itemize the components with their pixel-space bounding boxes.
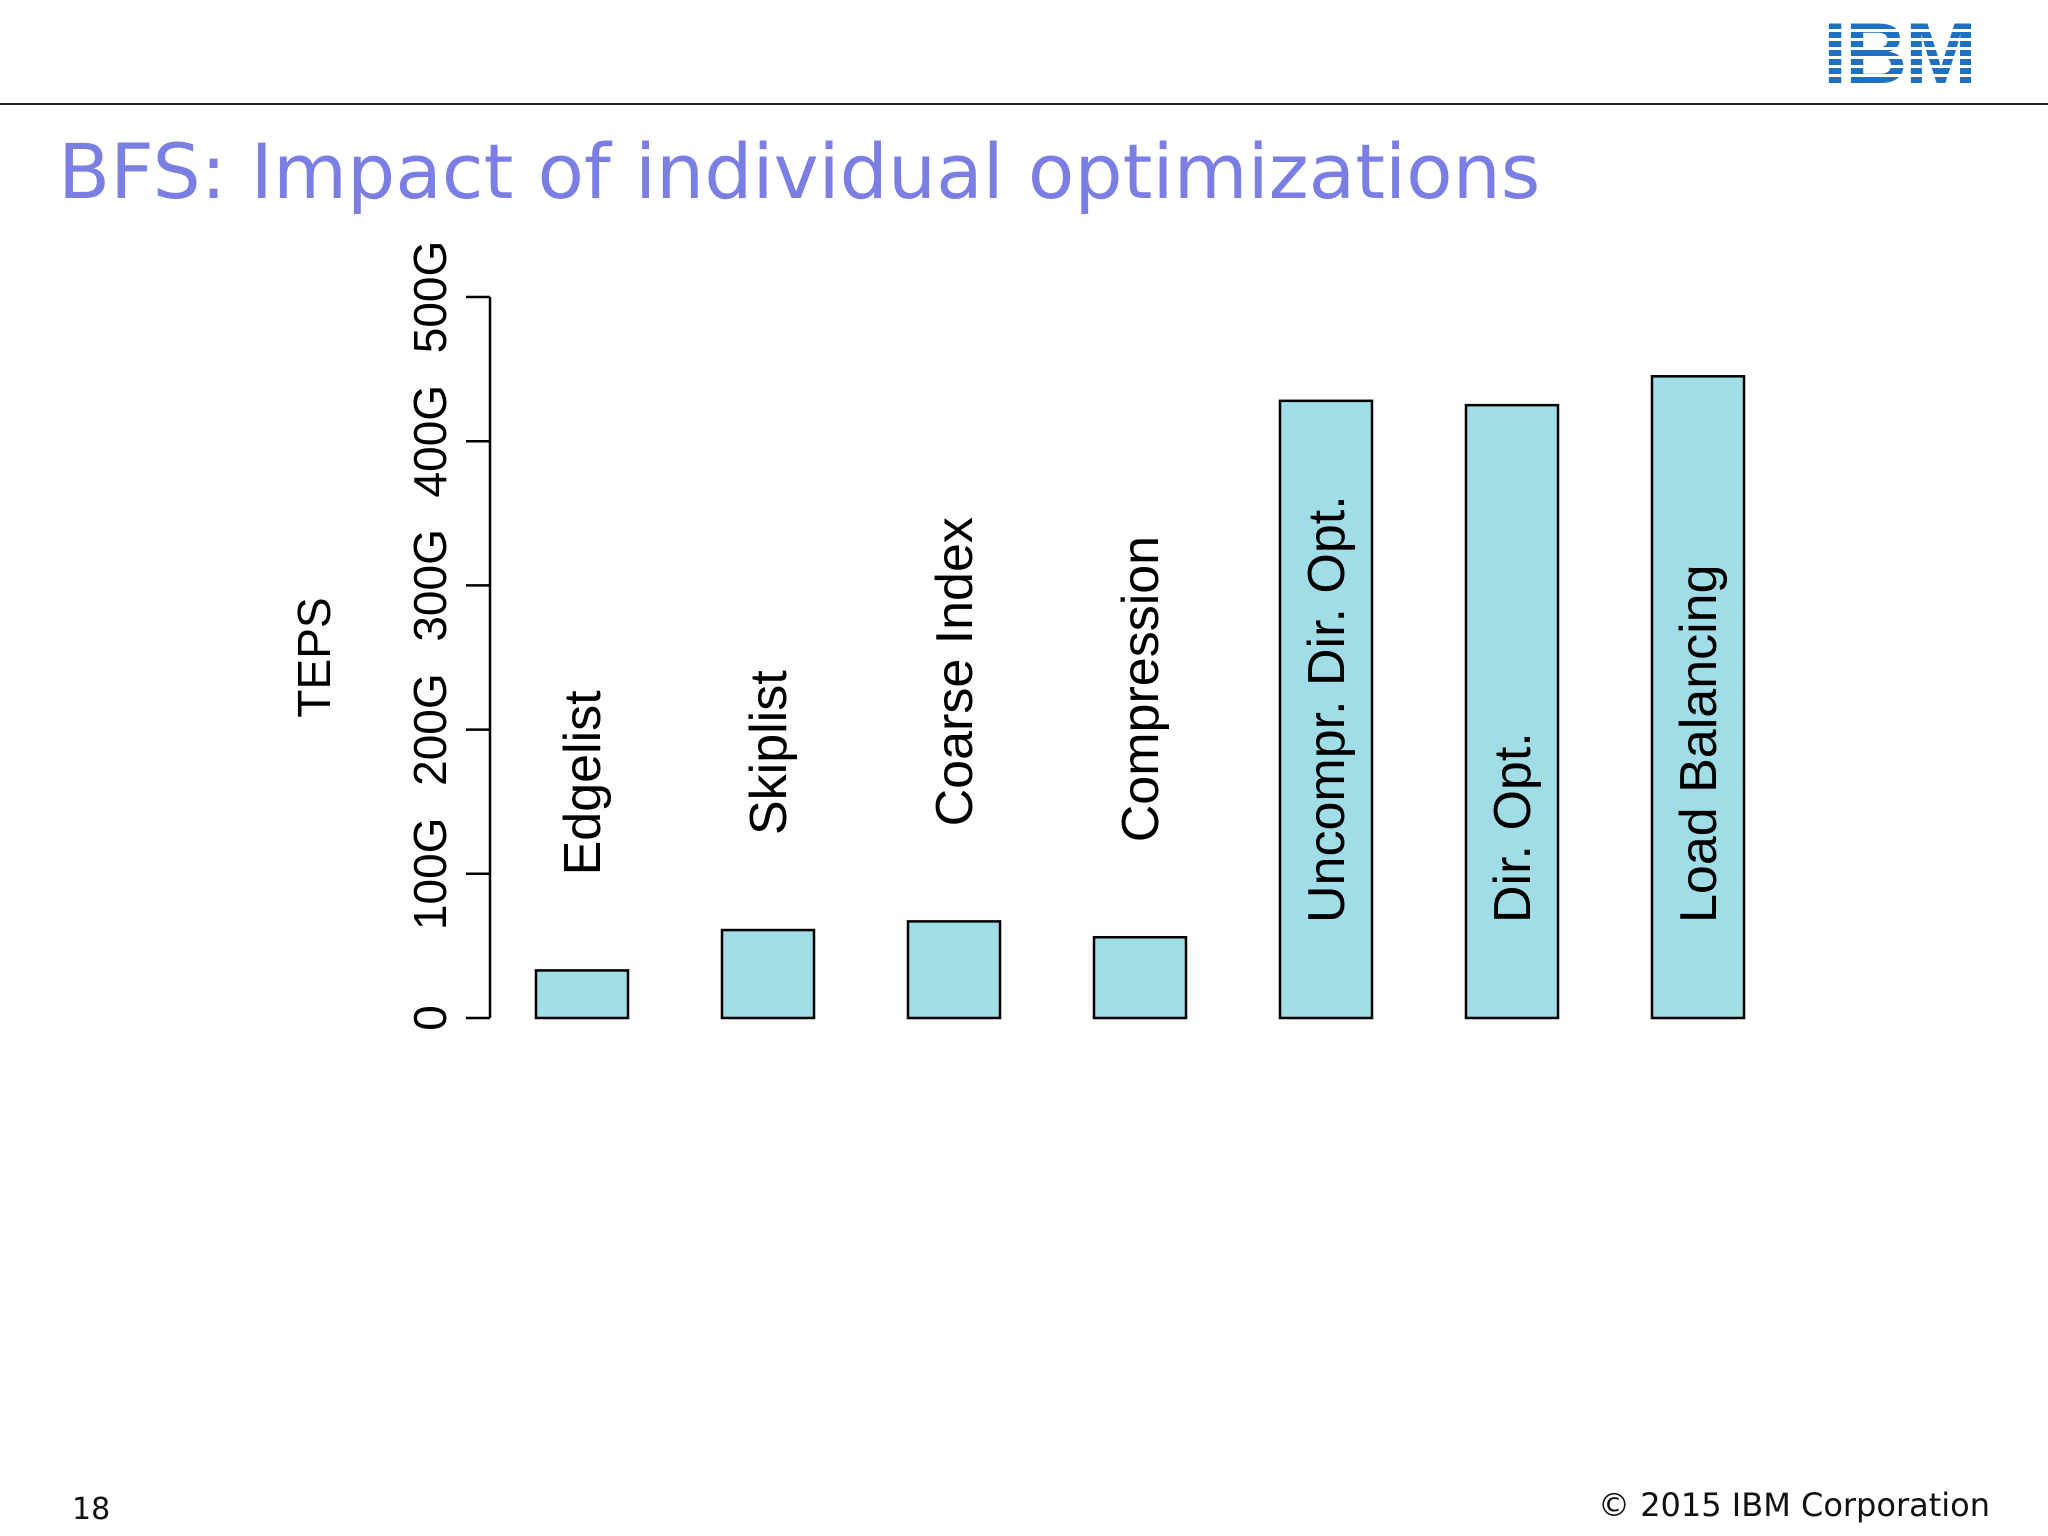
ibm-logo: IBM — [1808, 6, 1990, 102]
copyright-symbol: © — [1598, 1486, 1631, 1524]
header-rule — [0, 103, 2048, 105]
bar-dir-opt — [1464, 403, 1560, 1020]
copyright-text: 2015 IBM Corporation — [1640, 1486, 1990, 1524]
bar-label: Load Balancing — [1670, 564, 1728, 923]
slide-title: BFS: Impact of individual optimizations — [58, 127, 1541, 216]
bar-skiplist — [720, 928, 816, 1020]
y-tick-label: 300G — [404, 529, 456, 642]
y-tick-label: 200G — [404, 673, 456, 786]
bar-label: Edgelist — [554, 690, 612, 876]
bar-compression — [1092, 935, 1188, 1020]
bar-load-balancing — [1650, 375, 1746, 1020]
bar-label: Coarse Index — [926, 517, 984, 826]
bar-edgelist — [534, 969, 630, 1020]
y-ticks: 0 100G 200G 300G 400G 500G — [404, 241, 490, 1031]
bar-label: Compression — [1112, 536, 1170, 842]
y-tick-label: 500G — [404, 241, 456, 354]
page-number: 18 — [72, 1492, 111, 1527]
bar-label: Uncompr. Dir. Opt. — [1298, 495, 1356, 923]
y-tick-label: 0 — [404, 1005, 456, 1031]
y-tick-label: 100G — [404, 818, 456, 931]
bar-coarse-index — [906, 920, 1002, 1020]
y-axis-label: TEPS — [288, 597, 340, 717]
ibm-logo-graphic: IBM — [1823, 6, 1977, 102]
chart-area: 0 100G 200G 300G 400G 500G Edgelist Skiplist Co… — [118, 215, 1968, 1405]
bars — [534, 375, 1746, 1020]
bar-chart: 0 100G 200G 300G 400G 500G Edgelist Skiplist Co… — [288, 241, 1746, 1031]
bar-label: Skiplist — [740, 670, 798, 835]
copyright: © 2015 IBM Corporation — [1598, 1486, 1990, 1524]
y-tick-label: 400G — [404, 385, 456, 498]
ibm-logo-text: IBM — [1823, 14, 1975, 88]
bar-labels: Edgelist Skiplist Coarse Index Compression U… — [554, 495, 1728, 923]
bar-label: Dir. Opt. — [1484, 732, 1542, 923]
bar-uncompr-dir-opt — [1278, 399, 1374, 1020]
